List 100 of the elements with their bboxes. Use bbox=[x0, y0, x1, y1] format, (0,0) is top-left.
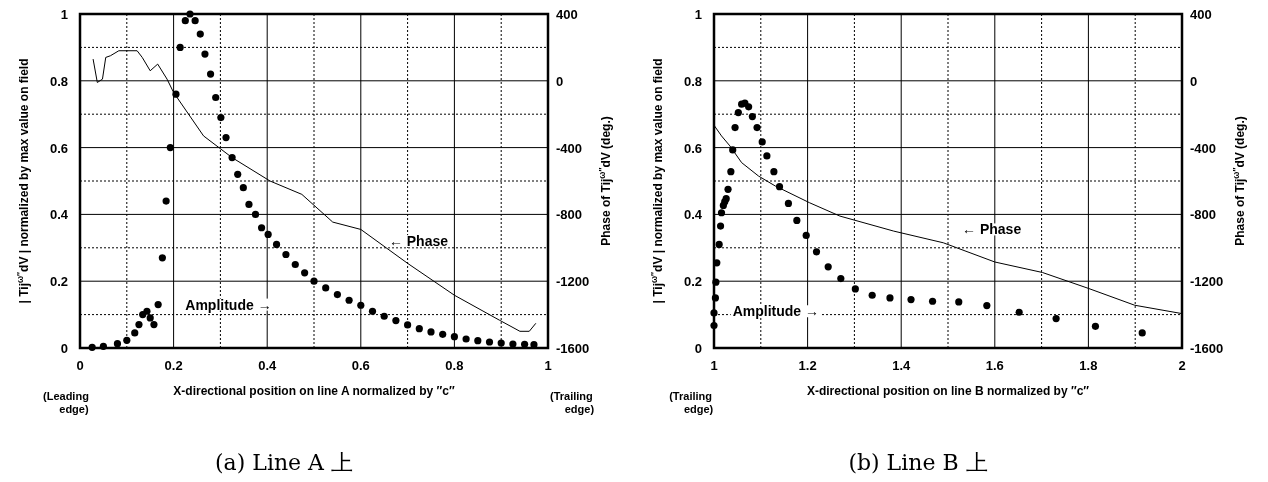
point bbox=[333, 290, 341, 299]
point bbox=[715, 240, 723, 249]
point bbox=[1052, 315, 1060, 323]
annotation: Amplitude → bbox=[732, 303, 820, 320]
point bbox=[217, 113, 225, 122]
point bbox=[88, 343, 96, 351]
point bbox=[146, 314, 154, 322]
point bbox=[158, 254, 166, 262]
point bbox=[710, 322, 718, 330]
point bbox=[868, 291, 876, 299]
point bbox=[264, 230, 272, 239]
point bbox=[731, 123, 739, 132]
point bbox=[222, 133, 230, 142]
point bbox=[716, 222, 725, 230]
point bbox=[886, 294, 894, 302]
point bbox=[257, 224, 266, 232]
point bbox=[1091, 322, 1100, 330]
point bbox=[380, 312, 388, 320]
annotation: Amplitude → bbox=[185, 296, 272, 313]
point bbox=[212, 93, 220, 102]
point bbox=[345, 296, 353, 304]
point bbox=[509, 340, 517, 348]
y2-tick-label: -400 bbox=[1190, 140, 1217, 156]
point bbox=[272, 240, 281, 249]
x-tick-label: 0.2 bbox=[164, 358, 183, 373]
x-tick-label: 1.6 bbox=[985, 358, 1004, 373]
point bbox=[143, 307, 151, 315]
point bbox=[162, 197, 170, 205]
point bbox=[928, 297, 937, 305]
text: (b) Line B 上 bbox=[848, 450, 988, 475]
point bbox=[196, 30, 204, 38]
point bbox=[462, 335, 470, 343]
y2-tick-label: -1600 bbox=[1190, 341, 1224, 356]
point bbox=[784, 199, 793, 207]
point bbox=[793, 216, 801, 225]
point bbox=[245, 200, 253, 208]
point bbox=[392, 317, 400, 325]
point bbox=[310, 277, 318, 285]
x-tick-label: 0 bbox=[76, 358, 84, 373]
point bbox=[282, 250, 290, 259]
y-tick-label: 0.6 bbox=[683, 140, 702, 156]
y2-tick-label: 400 bbox=[1190, 7, 1212, 22]
point bbox=[485, 338, 494, 346]
x-tick-label: 0.8 bbox=[445, 358, 464, 373]
point bbox=[439, 330, 447, 338]
point bbox=[474, 337, 482, 345]
point bbox=[450, 333, 458, 341]
point bbox=[1138, 329, 1146, 337]
point bbox=[201, 50, 209, 58]
point bbox=[717, 209, 726, 217]
point bbox=[166, 144, 174, 152]
point bbox=[734, 108, 742, 117]
y-tick-label: 0 bbox=[60, 341, 68, 356]
text: (Trailing edge) bbox=[669, 389, 714, 415]
y-tick-label: 1 bbox=[60, 7, 68, 22]
text: (Leading edge) bbox=[43, 389, 89, 415]
point bbox=[851, 285, 859, 293]
point bbox=[712, 278, 720, 286]
point bbox=[711, 294, 719, 302]
point bbox=[758, 138, 766, 146]
annotation: ← Phase bbox=[962, 221, 1022, 238]
point bbox=[404, 321, 412, 329]
y-tick-label: 0.6 bbox=[49, 140, 68, 156]
point bbox=[983, 301, 991, 310]
point bbox=[357, 301, 365, 309]
y2-tick-label: -800 bbox=[1190, 207, 1217, 223]
x-axis-title: X-directional position on line B normalized by ″c″ bbox=[806, 384, 1090, 398]
x-tick-label: 1 bbox=[544, 358, 552, 373]
point bbox=[135, 321, 143, 329]
y2-tick-label: 0 bbox=[1190, 73, 1198, 89]
point bbox=[206, 70, 215, 78]
point bbox=[745, 103, 753, 111]
point bbox=[770, 168, 778, 176]
text: (a) Line A 上 bbox=[215, 450, 353, 475]
y2-tick-label: 0 bbox=[556, 73, 564, 89]
y-tick-label: 0.4 bbox=[49, 207, 69, 223]
point bbox=[301, 269, 309, 277]
point bbox=[955, 298, 963, 306]
point bbox=[427, 328, 435, 336]
point bbox=[186, 10, 194, 18]
point bbox=[239, 184, 247, 192]
x-tick-label: 1.2 bbox=[798, 358, 817, 373]
point bbox=[234, 170, 242, 178]
y-tick-label: 1 bbox=[694, 7, 702, 22]
point bbox=[802, 231, 810, 240]
point bbox=[824, 263, 832, 271]
point bbox=[368, 307, 377, 315]
point bbox=[123, 336, 131, 344]
y-tick-label: 0.2 bbox=[683, 274, 702, 290]
point bbox=[113, 340, 122, 348]
point bbox=[322, 284, 330, 292]
x-tick-label: 1 bbox=[710, 358, 718, 373]
point bbox=[176, 43, 184, 51]
point bbox=[727, 168, 735, 176]
x-tick-label: 0.6 bbox=[351, 358, 370, 373]
y-tick-label: 0.4 bbox=[683, 207, 703, 223]
point bbox=[753, 123, 761, 132]
annotation: ← Phase bbox=[388, 233, 449, 250]
y2-tick-label: 400 bbox=[556, 7, 578, 22]
x-tick-label: 1.4 bbox=[892, 358, 911, 373]
